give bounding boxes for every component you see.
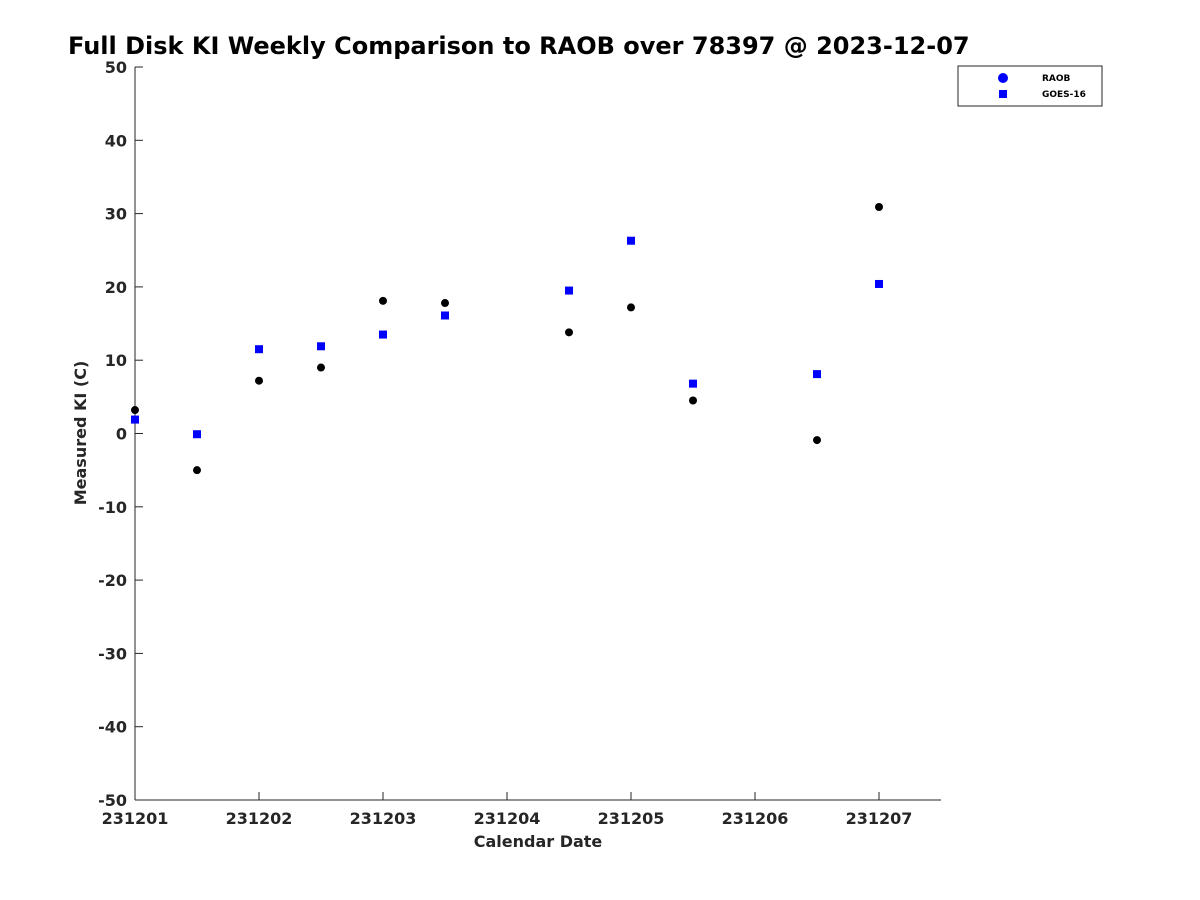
y-tick-label: -40 (98, 718, 127, 737)
goes-16-point (255, 345, 263, 354)
goes-16-point (813, 370, 821, 379)
raob-point (689, 396, 697, 405)
plot-axes (134, 67, 941, 801)
y-axis-label: Measured KI (C) (71, 361, 90, 506)
y-axis-ticks: -50 -40 -30 -20 -10 0 10 20 30 40 50 (98, 58, 143, 810)
x-axis-label: Calendar Date (474, 832, 603, 851)
y-tick-label: 40 (105, 131, 127, 150)
x-tick-label: 231204 (474, 809, 541, 828)
x-tick-label: 231202 (226, 809, 293, 828)
goes-16-point (193, 430, 201, 439)
y-tick-label: 50 (105, 58, 127, 77)
raob-point (813, 436, 821, 445)
goes-16-point (317, 342, 325, 351)
goes-16-point (875, 279, 883, 288)
x-tick-label: 231201 (102, 809, 169, 828)
raob-point (441, 299, 449, 308)
x-axis-ticks: 231201 231202 231203 231204 231205 231206 2312… (102, 792, 913, 828)
raob-point (627, 303, 635, 312)
goes-16-point (627, 236, 635, 245)
legend-label-raob: RAOB (1042, 74, 1071, 84)
legend-box (957, 65, 1103, 107)
raob-point (565, 328, 573, 337)
data-points (131, 203, 883, 475)
y-tick-label: 30 (105, 205, 127, 224)
y-tick-label: 0 (116, 425, 127, 444)
x-tick-label: 231205 (598, 809, 665, 828)
legend-marker-goes-16 (999, 90, 1007, 98)
y-tick-label: -50 (98, 791, 127, 810)
x-tick-label: 231207 (846, 809, 913, 828)
raob-point (255, 376, 263, 385)
y-tick-label: 10 (105, 351, 127, 370)
raob-point (193, 466, 201, 475)
goes-16-point (565, 286, 573, 295)
goes-16-point (689, 379, 697, 388)
y-tick-label: -30 (98, 644, 127, 663)
legend-label-goes-16: GOES-16 (1042, 90, 1086, 100)
y-tick-label: -10 (98, 498, 127, 517)
goes-16-point (379, 330, 387, 339)
y-tick-label: 20 (105, 278, 127, 297)
legend-marker-raob (998, 73, 1008, 83)
x-tick-label: 231203 (350, 809, 417, 828)
raob-point (875, 203, 883, 212)
raob-point (131, 406, 139, 415)
raob-point (379, 296, 387, 305)
goes-16-point (441, 311, 449, 320)
chart-title: Full Disk KI Weekly Comparison to RAOB o… (68, 32, 970, 60)
y-tick-label: -20 (98, 571, 127, 590)
legend: RAOB GOES-16 (957, 65, 1103, 107)
goes-16-point (131, 415, 139, 424)
x-tick-label: 231206 (722, 809, 789, 828)
raob-point (317, 363, 325, 372)
